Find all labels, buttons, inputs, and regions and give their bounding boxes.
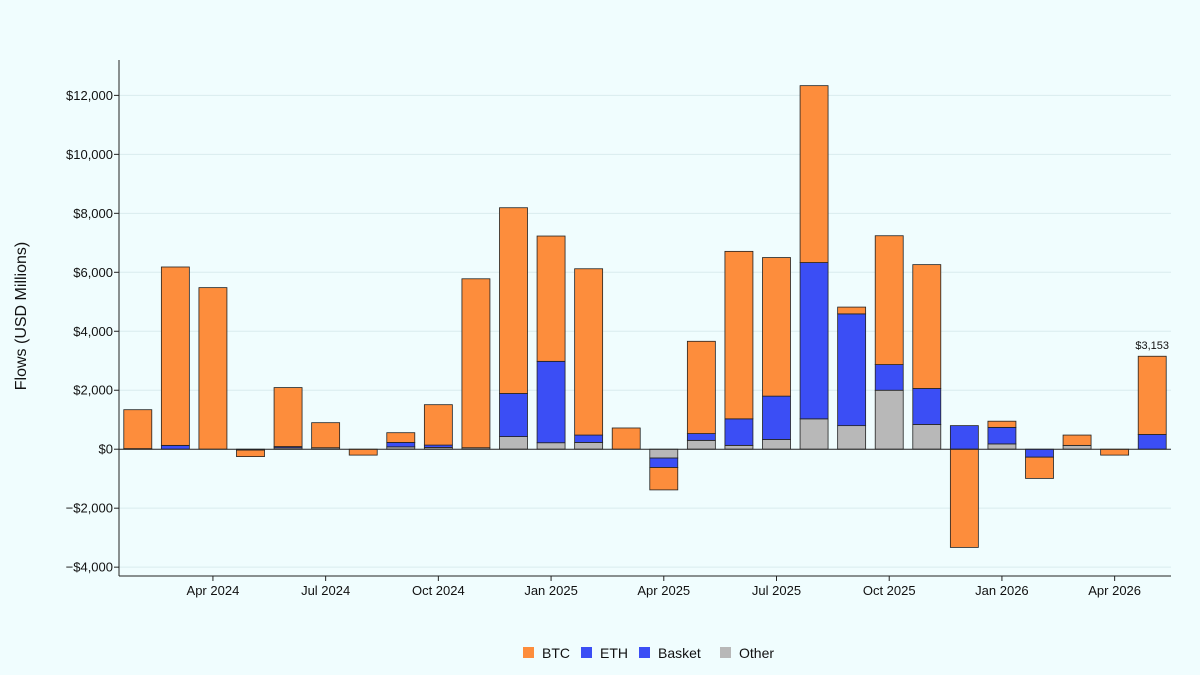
bar-btc [949,448,979,548]
bar-total-label: $3,153 [1135,340,1169,352]
bar-btc [987,420,1017,428]
bar-eth [799,262,829,420]
bar-btc [686,340,716,434]
bar-other [837,425,867,450]
bar-eth [762,395,791,440]
bar-btc [724,250,754,420]
legend-label-other: Other [739,645,774,661]
bar-eth [987,426,1017,445]
bar-btc [1100,448,1130,456]
bar-eth [574,434,604,443]
y-tick-label: $8,000 [73,206,113,221]
bar-other [499,436,528,450]
x-tick-label: Apr 2026 [1088,583,1141,598]
bar-btc [386,432,416,443]
bar-other [724,444,754,450]
bar-btc [1025,456,1054,479]
legend-label-btc: BTC [542,645,570,661]
bar-btc [574,268,604,436]
bar-other [649,448,679,459]
legend-label-eth: ETH [600,645,628,661]
bar-eth [160,444,190,450]
bar-btc [912,264,942,389]
y-tick-label: $6,000 [73,265,113,280]
bar-btc [311,422,341,449]
bar-btc [874,235,904,365]
x-ticks: Apr 2024 Jul 2024 Oct 2024 Jan 2025 Apr 2025… [187,576,1141,598]
bar-other [987,443,1017,450]
bar-eth [912,388,942,425]
bar-btc [461,278,491,449]
x-tick-label: Jan 2025 [524,583,578,598]
bar-eth [686,433,716,441]
bar-btc [799,85,829,263]
legend-swatch-btc [523,647,534,658]
bar-btc [348,448,378,456]
bar-btc [1137,355,1167,435]
bar-btc [423,404,453,446]
bar-btc [1062,434,1092,446]
x-tick-label: Jan 2026 [975,583,1029,598]
y-tick-label: $0 [99,442,113,457]
bar-other [574,442,604,450]
gridlines [119,94,1171,568]
x-tick-label: Oct 2025 [863,583,916,598]
bar-btc [236,449,265,457]
bar-eth [1025,448,1054,458]
bar-other [874,389,904,450]
bar-btc [611,427,641,450]
bar-other [686,439,716,450]
legend-swatch-other [720,647,731,658]
bar-other [912,424,942,450]
y-axis-title: Flows (USD Millions) [13,242,30,390]
bar-eth [649,457,679,468]
annotations: $3,153 [1135,340,1169,352]
x-tick-label: Apr 2025 [637,583,690,598]
y-tick-label: $2,000 [73,383,113,398]
bar-eth [536,360,566,444]
bar-btc [499,207,528,394]
bar-btc [198,287,228,450]
x-tick-label: Apr 2024 [187,583,240,598]
bar-btc [649,467,679,491]
legend-swatch-basket [639,647,650,658]
y-tick-label: −$4,000 [66,560,113,575]
y-tick-label: −$2,000 [66,501,113,516]
bar-other [762,439,791,450]
legend-label-basket: Basket [658,645,701,661]
bar-btc [837,306,867,315]
bar-eth [874,364,904,391]
axes [118,60,1171,577]
bar-btc [273,387,303,447]
bar-btc [123,409,153,450]
bar-eth [724,418,754,446]
bar-eth [837,313,867,427]
bar-other [1062,444,1092,450]
bar-btc [160,266,190,446]
y-tick-label: $10,000 [66,147,113,162]
legend-swatch-eth [581,647,592,658]
bar-btc [762,257,791,397]
bar-btc [536,235,566,362]
x-tick-label: Jul 2024 [301,583,350,598]
bar-eth [1137,434,1167,450]
bar-other [536,442,566,450]
legend: BTC ETH Basket Other [523,645,774,661]
x-tick-label: Oct 2024 [412,583,465,598]
y-ticks: −$4,000 −$2,000 $0 $2,000 $4,000 $6,000 $8,000… [66,88,119,575]
y-tick-label: $12,000 [66,88,113,103]
bar-eth [949,425,979,450]
bars [123,85,1167,548]
bar-eth [499,393,528,437]
y-tick-label: $4,000 [73,324,113,339]
bar-eth [386,442,416,448]
x-tick-label: Jul 2025 [752,583,801,598]
bar-other [799,418,829,450]
